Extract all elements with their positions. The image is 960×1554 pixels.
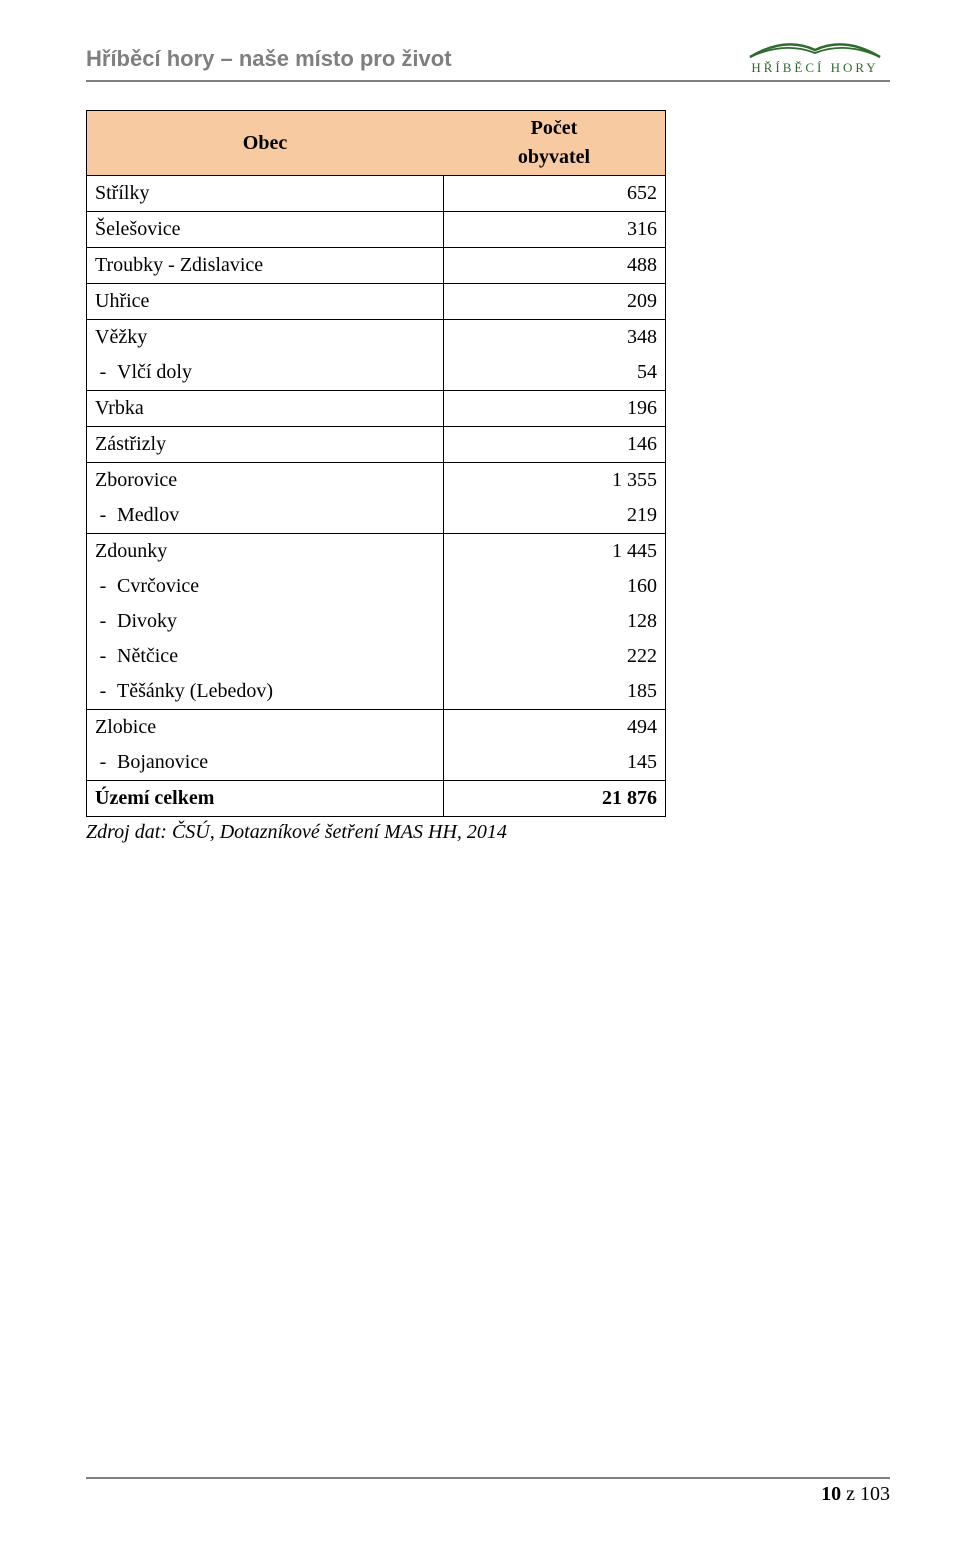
table-row: Vrbka196 [87,391,666,427]
col-header-obec: Obec [87,111,444,176]
cell-name: Vrbka [87,391,444,427]
table-total-row: Území celkem21 876 [87,781,666,817]
cell-value: 21 876 [443,781,666,817]
cell-name: Zástřizly [87,427,444,463]
source-line: Zdroj dat: ČSÚ, Dotazníkové šetření MAS … [86,821,890,844]
cell-name: Území celkem [87,781,444,817]
header-title: Hříběcí hory – naše místo pro život [86,46,452,76]
cell-name: -Těšánky (Lebedov) [87,674,444,710]
cell-value: 196 [443,391,666,427]
table-header-row: Obec Počet obyvatel [87,111,666,176]
cell-name: Zdounky [87,534,444,570]
population-table: Obec Počet obyvatel Střílky652Šelešovice… [86,110,666,817]
cell-value: 128 [443,604,666,639]
cell-value: 488 [443,248,666,284]
table-row: Zborovice1 355 [87,463,666,499]
cell-value: 494 [443,710,666,746]
table-row: Uhřice209 [87,284,666,320]
cell-name: -Cvrčovice [87,569,444,604]
cell-name: Věžky [87,320,444,356]
col-header-pocet: Počet obyvatel [443,111,666,176]
cell-name: -Bojanovice [87,745,444,781]
table-row: Zástřizly146 [87,427,666,463]
cell-name: Zlobice [87,710,444,746]
cell-value: 219 [443,498,666,534]
table-subrow: -Těšánky (Lebedov)185 [87,674,666,710]
cell-name: -Medlov [87,498,444,534]
cell-name: Uhřice [87,284,444,320]
cell-value: 185 [443,674,666,710]
table-subrow: -Divoky128 [87,604,666,639]
table-row: Střílky652 [87,176,666,212]
table-row: Zlobice494 [87,710,666,746]
page-number: 10 z 103 [86,1479,890,1506]
logo: HŘÍBĚCÍ HORY [740,30,890,76]
cell-value: 1 445 [443,534,666,570]
table-row: Troubky - Zdislavice488 [87,248,666,284]
cell-name: Troubky - Zdislavice [87,248,444,284]
table-row: Zdounky1 445 [87,534,666,570]
cell-name: Šelešovice [87,212,444,248]
cell-value: 160 [443,569,666,604]
cell-value: 54 [443,355,666,391]
table-subrow: -Medlov219 [87,498,666,534]
cell-value: 316 [443,212,666,248]
cell-name: -Divoky [87,604,444,639]
table-row: Věžky348 [87,320,666,356]
table-subrow: -Cvrčovice160 [87,569,666,604]
cell-value: 145 [443,745,666,781]
page-footer: 10 z 103 [86,1477,890,1506]
cell-name: Střílky [87,176,444,212]
cell-value: 209 [443,284,666,320]
cell-name: Zborovice [87,463,444,499]
hills-icon [740,30,890,60]
cell-value: 1 355 [443,463,666,499]
table-subrow: -Bojanovice145 [87,745,666,781]
cell-value: 348 [443,320,666,356]
cell-name: -Nětčice [87,639,444,674]
cell-value: 146 [443,427,666,463]
cell-name: -Vlčí doly [87,355,444,391]
logo-text: HŘÍBĚCÍ HORY [740,60,890,76]
cell-value: 652 [443,176,666,212]
table-row: Šelešovice316 [87,212,666,248]
page-header: Hříběcí hory – naše místo pro život HŘÍB… [86,30,890,76]
header-rule [86,80,890,82]
table-subrow: -Nětčice222 [87,639,666,674]
table-subrow: -Vlčí doly54 [87,355,666,391]
cell-value: 222 [443,639,666,674]
